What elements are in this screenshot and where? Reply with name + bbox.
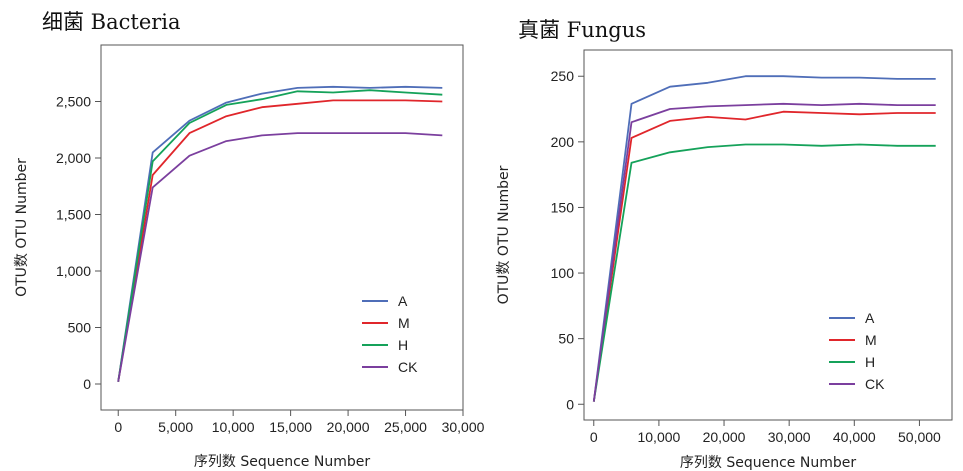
bacteria-y-tick-label: 500 (68, 320, 92, 336)
fungus-series-ck-line (592, 102, 936, 402)
bacteria-series-h-line (117, 89, 443, 382)
fungus-legend-label-ck: CK (865, 376, 885, 392)
fungus-chart-title: 真菌 Fungus (518, 18, 647, 42)
bacteria-x-axis-title: 序列数 Sequence Number (194, 454, 370, 470)
fungus-series-m-line (592, 110, 936, 402)
fungus-x-tick-label: 10,000 (637, 429, 680, 445)
fungus-y-tick-label: 200 (551, 134, 575, 150)
bacteria-legend-label-h: H (398, 337, 408, 353)
bacteria-x-tick-label: 30,000 (442, 419, 485, 435)
fungus-x-tick-label: 30,000 (768, 429, 811, 445)
fungus-x-tick-label: 20,000 (703, 429, 746, 445)
fungus-x-tick-label: 0 (590, 429, 598, 445)
bacteria-y-tick-label: 2,000 (56, 150, 91, 166)
bacteria-y-tick-label: 1,500 (56, 207, 91, 223)
fungus-y-tick-label: 0 (566, 396, 574, 412)
bacteria-series-m-line (117, 99, 443, 382)
fungus-legend-label-h: H (865, 354, 875, 370)
bacteria-series-ck-line (117, 132, 443, 382)
bacteria-x-tick-label: 5,000 (158, 419, 193, 435)
bacteria-legend-label-a: A (398, 293, 408, 309)
bacteria-legend-label-ck: CK (398, 359, 418, 375)
fungus-series-h-line (592, 143, 936, 402)
fungus-x-tick-label: 50,000 (898, 429, 941, 445)
bacteria-series-a-line (117, 85, 443, 382)
bacteria-x-tick-label: 20,000 (327, 419, 370, 435)
fungus-x-axis-title: 序列数 Sequence Number (680, 455, 856, 471)
bacteria-legend-label-m: M (398, 315, 410, 331)
bacteria-y-axis-title: OTU数 OTU Number (14, 158, 30, 297)
fungus-legend-label-a: A (865, 310, 875, 326)
bacteria-y-tick-label: 2,500 (56, 94, 91, 110)
bacteria-chart-title: 细菌 Bacteria (42, 10, 181, 34)
fungus-y-tick-label: 150 (551, 199, 575, 215)
bacteria-x-tick-label: 10,000 (212, 419, 255, 435)
fungus-plot-frame (583, 49, 953, 421)
bacteria-plot-frame (100, 44, 464, 411)
fungus-y-axis-title: OTU数 OTU Number (496, 165, 512, 304)
bacteria-x-tick-label: 0 (114, 419, 122, 435)
fungus-x-tick-label: 40,000 (833, 429, 876, 445)
fungus-y-tick-label: 50 (558, 331, 574, 347)
bacteria-y-tick-label: 1,000 (56, 263, 91, 279)
fungus-y-tick-label: 100 (551, 265, 575, 281)
bacteria-x-tick-label: 25,000 (384, 419, 427, 435)
fungus-series-a-line (592, 75, 936, 402)
fungus-legend-label-m: M (865, 332, 877, 348)
fungus-y-tick-label: 250 (551, 68, 575, 84)
bacteria-y-tick-label: 0 (83, 376, 91, 392)
bacteria-x-tick-label: 15,000 (269, 419, 312, 435)
